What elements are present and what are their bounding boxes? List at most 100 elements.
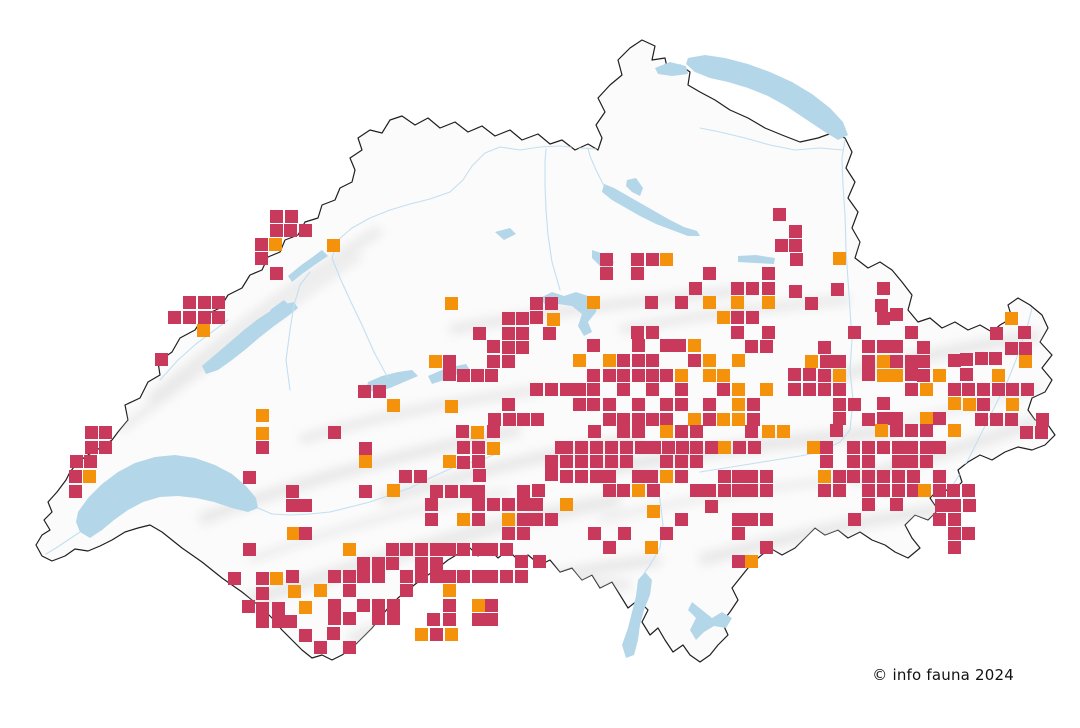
occurrence-square xyxy=(256,602,269,615)
occurrence-square xyxy=(833,412,846,425)
occurrence-square xyxy=(472,613,485,626)
occurrence-square xyxy=(255,252,268,265)
occurrence-square xyxy=(963,398,976,411)
occurrence-square xyxy=(272,615,285,628)
occurrence-square xyxy=(617,369,630,382)
occurrence-square xyxy=(343,570,356,583)
occurrence-square xyxy=(573,354,586,367)
occurrence-square xyxy=(198,296,211,309)
occurrence-square xyxy=(646,326,659,339)
occurrence-square xyxy=(905,355,918,368)
occurrence-square xyxy=(359,455,372,468)
occurrence-square xyxy=(977,383,990,396)
occurrence-square xyxy=(605,441,618,454)
occurrence-square xyxy=(445,628,458,641)
occurrence-square xyxy=(890,340,903,353)
occurrence-square xyxy=(862,368,875,381)
river-rhone-geneva xyxy=(45,531,81,555)
occurrence-square xyxy=(890,412,903,425)
occurrence-square xyxy=(343,543,356,556)
occurrence-square xyxy=(427,613,440,626)
occurrence-square xyxy=(920,424,933,437)
occurrence-square xyxy=(1036,413,1049,426)
occurrence-square xyxy=(228,572,241,585)
occurrence-square xyxy=(543,327,556,340)
occurrence-square xyxy=(533,555,546,568)
occurrence-square xyxy=(905,383,918,396)
occurrence-square xyxy=(472,441,485,454)
occurrence-square xyxy=(430,543,443,556)
occurrence-square xyxy=(532,484,545,497)
occurrence-square xyxy=(545,297,558,310)
occurrence-square xyxy=(875,299,888,312)
river-vorderrhein xyxy=(699,451,821,473)
occurrence-square xyxy=(430,485,443,498)
occurrence-square xyxy=(198,311,211,324)
occurrence-square xyxy=(84,455,97,468)
lake-maggiore xyxy=(622,572,652,658)
occurrence-square xyxy=(357,557,370,570)
occurrence-square xyxy=(831,283,844,296)
occurrence-square xyxy=(256,409,269,422)
occurrence-square xyxy=(445,297,458,310)
occurrence-square xyxy=(762,282,775,295)
occurrence-square xyxy=(285,210,298,223)
occurrence-square xyxy=(862,355,875,368)
occurrence-square xyxy=(617,383,630,396)
occurrence-square xyxy=(472,543,485,556)
occurrence-square xyxy=(732,484,745,497)
occurrence-square xyxy=(359,485,372,498)
occurrence-square xyxy=(485,613,498,626)
occurrence-square xyxy=(890,355,903,368)
occurrence-square xyxy=(645,296,658,309)
occurrence-square xyxy=(530,513,543,526)
occurrence-square xyxy=(703,398,716,411)
occurrence-square xyxy=(503,413,516,426)
occurrence-square xyxy=(560,455,573,468)
occurrence-square xyxy=(732,354,745,367)
occurrence-square xyxy=(487,340,500,353)
occurrence-square xyxy=(372,570,385,583)
occurrence-square xyxy=(530,498,543,511)
occurrence-square xyxy=(1021,383,1034,396)
occurrence-square xyxy=(328,612,341,625)
occurrence-square xyxy=(760,470,773,483)
occurrence-square xyxy=(920,455,933,468)
occurrence-square xyxy=(877,282,890,295)
occurrence-square xyxy=(270,210,283,223)
occurrence-square xyxy=(502,327,515,340)
occurrence-square xyxy=(646,253,659,266)
occurrence-square xyxy=(603,354,616,367)
occurrence-square xyxy=(343,584,356,597)
occurrence-square xyxy=(485,543,498,556)
occurrence-square xyxy=(788,368,801,381)
occurrence-square xyxy=(517,485,530,498)
occurrence-square xyxy=(183,311,196,324)
occurrence-square xyxy=(847,455,860,468)
occurrence-square xyxy=(155,353,168,366)
occurrence-square xyxy=(545,468,558,481)
occurrence-square xyxy=(818,341,831,354)
occurrence-square xyxy=(833,383,846,396)
occurrence-square xyxy=(877,470,890,483)
occurrence-square xyxy=(789,285,802,298)
occurrence-square xyxy=(762,425,775,438)
occurrence-square xyxy=(877,484,890,497)
occurrence-square xyxy=(703,413,716,426)
occurrence-square xyxy=(515,570,528,583)
occurrence-square xyxy=(590,455,603,468)
occurrence-square xyxy=(690,441,703,454)
occurrence-square xyxy=(85,441,98,454)
occurrence-square xyxy=(457,369,470,382)
occurrence-square xyxy=(892,455,905,468)
occurrence-square xyxy=(343,641,356,654)
lake-constance xyxy=(686,55,848,140)
occurrence-square xyxy=(502,513,515,526)
occurrence-square xyxy=(818,484,831,497)
occurrence-square xyxy=(962,383,975,396)
occurrence-square xyxy=(620,441,633,454)
occurrence-square xyxy=(373,385,386,398)
occurrence-square xyxy=(688,354,701,367)
occurrence-square xyxy=(212,296,225,309)
occurrence-square xyxy=(70,455,83,468)
